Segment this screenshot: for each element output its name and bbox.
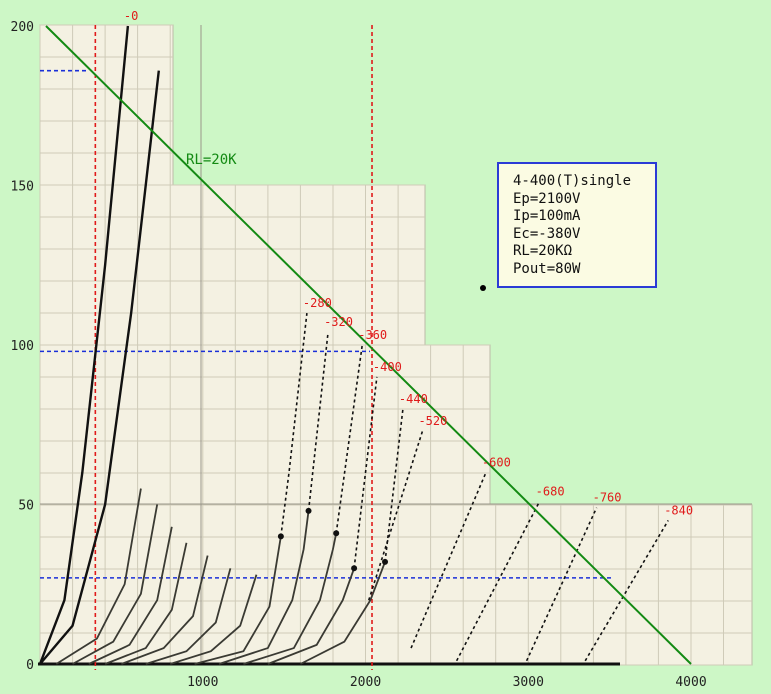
plate-curve: [39, 70, 160, 665]
spec-ec: Ec=-380V: [513, 225, 581, 242]
paper-panel: [39, 504, 753, 666]
spec-legend-box: 4-400(T)single Ep=2100V Ip=100mA Ec=-380…: [497, 162, 657, 288]
spec-ep: Ep=2100V: [513, 190, 581, 207]
x-tick-label: 1000: [187, 675, 218, 690]
y-tick-label: 50: [18, 499, 34, 514]
curve-labels: -0 -280 -320 -360 -400 -440 -520 -600 -680 -760 -8…: [124, 9, 693, 517]
spec-rl: RL=20KΩ: [513, 243, 573, 259]
x-tick-label: 4000: [675, 675, 706, 690]
grid-voltage-label: -680: [536, 484, 565, 498]
grid-lines: [38, 24, 752, 666]
grid-voltage-label: -400: [373, 360, 402, 374]
plate-curve: [169, 574, 258, 665]
plate-curve: [218, 510, 310, 665]
grid-voltage-label: -440: [399, 392, 428, 406]
plate-curve: [145, 568, 232, 665]
marker-dot: [480, 285, 486, 291]
grid-voltage-label: -360: [358, 328, 387, 342]
grid-voltage-label: -760: [593, 491, 622, 505]
plate-curve-extrapolated: [384, 408, 404, 563]
plate-curve: [55, 488, 142, 665]
plate-curves: [38, 25, 669, 665]
plate-curve-extrapolated: [410, 472, 487, 649]
plate-curve: [267, 567, 355, 665]
spec-ip: Ip=100mA: [513, 208, 581, 224]
load-line-rl: [45, 25, 692, 665]
plate-curve: [38, 25, 130, 665]
grid-voltage-label: -840: [664, 503, 693, 517]
grid-voltage-label: -600: [482, 456, 511, 470]
spec-tube: 4-400(T)single: [513, 173, 632, 189]
plate-curve: [72, 504, 159, 665]
load-line-label: RL=20K: [186, 152, 237, 168]
grid-voltage-label: -280: [303, 296, 332, 310]
y-tick-label: 0: [26, 658, 34, 673]
load-line: [45, 25, 692, 665]
plate-curve: [194, 536, 282, 665]
y-tick-label: 200: [11, 20, 34, 35]
axis-tick-labels: 0 50 100 150 200 1000 2000 3000 4000: [11, 20, 707, 690]
x-tick-label: 2000: [350, 675, 381, 690]
grid-voltage-label: -520: [418, 414, 447, 428]
y-tick-label: 100: [11, 339, 34, 354]
grid-voltage-label: -320: [324, 315, 353, 329]
plate-curve-extrapolated: [353, 376, 378, 569]
plate-curve-extrapolated: [335, 344, 364, 534]
plate-curve-extrapolated: [525, 507, 598, 662]
plate-curve: [88, 526, 173, 665]
plate-curve: [243, 533, 338, 665]
x-tick-label: 3000: [513, 675, 544, 690]
plate-curve: [121, 555, 209, 665]
plate-curve: [104, 542, 188, 665]
plate-curve: [299, 561, 386, 665]
spec-pout: Pout=80W: [513, 260, 581, 277]
y-tick-label: 150: [11, 180, 34, 195]
grid-voltage-label: -0: [124, 9, 138, 23]
